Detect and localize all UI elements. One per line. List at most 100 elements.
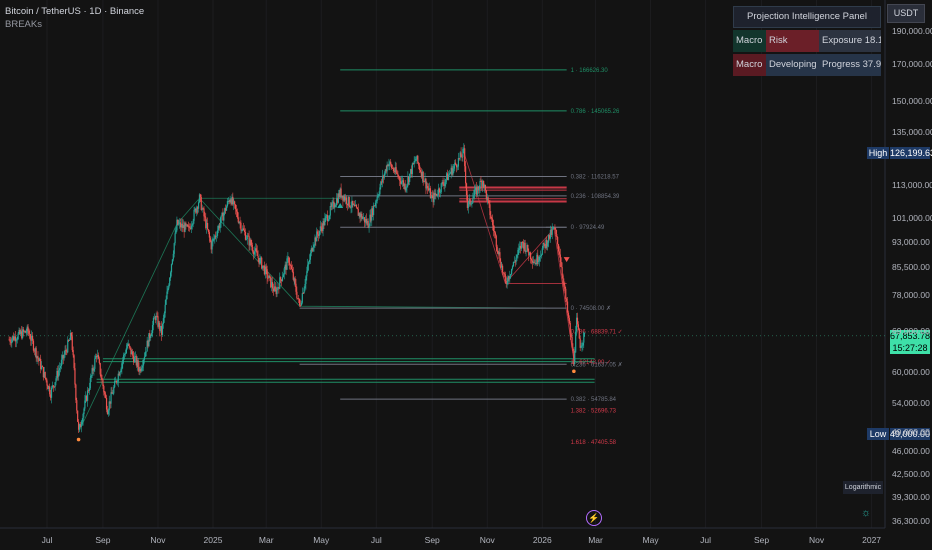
candle-body — [199, 194, 201, 198]
candle-body — [248, 235, 250, 246]
last-price: 67,853.78 — [890, 330, 931, 342]
candle-body — [368, 226, 370, 229]
candle-body — [154, 317, 156, 321]
candle-body — [138, 367, 140, 372]
candle-body — [416, 155, 418, 160]
y-tick-label: 60,000.00 — [892, 367, 930, 378]
candle-body — [280, 277, 282, 280]
candle-body — [444, 182, 446, 186]
candle-body — [121, 363, 123, 370]
candle-body — [310, 248, 312, 254]
candle-body — [559, 254, 561, 263]
candle-body — [204, 216, 206, 218]
candle-body — [243, 228, 245, 231]
fib-level-label: 1.382 · 52696.73 — [571, 409, 617, 415]
candle-body — [85, 395, 87, 401]
candle-body — [281, 277, 284, 282]
candle-body — [247, 235, 249, 237]
candle-body — [70, 332, 72, 337]
candle-body — [418, 165, 421, 170]
candle-body — [490, 215, 492, 219]
candle-body — [50, 387, 53, 398]
candle-body — [234, 201, 236, 205]
candle-body — [18, 330, 20, 334]
candle-body — [502, 272, 505, 274]
candle-body — [446, 173, 449, 181]
candle-body — [256, 251, 258, 256]
candle-body — [271, 282, 274, 289]
x-tick-label: Sep — [424, 535, 440, 545]
symbol-title[interactable]: Bitcoin / TetherUS · 1D · Binance — [5, 6, 145, 17]
candle-body — [338, 193, 340, 197]
candle-body — [49, 386, 51, 395]
y-tick-label: 170,000.00 — [892, 58, 932, 69]
candle-body — [125, 348, 127, 354]
indicator-name[interactable]: BREAKs — [5, 19, 42, 30]
candle-body — [309, 253, 312, 260]
candle-body — [514, 261, 516, 263]
logarithmic-toggle[interactable]: Logarithmic — [843, 481, 883, 494]
candle-body — [415, 159, 417, 161]
x-tick-label: Jul — [700, 535, 712, 545]
candle-body — [524, 242, 526, 252]
candle-body — [114, 381, 116, 388]
candle-body — [262, 265, 264, 269]
candle-body — [577, 324, 579, 330]
settings-icon[interactable]: ☼ — [860, 507, 872, 519]
candle-body — [135, 356, 137, 366]
candle-body — [90, 375, 92, 378]
candle-body — [463, 148, 465, 150]
candle-body — [127, 343, 129, 345]
candle-body — [382, 175, 384, 183]
candle-body — [34, 348, 36, 352]
candle-body — [123, 354, 126, 355]
candle-body — [341, 195, 343, 198]
candle-body — [299, 298, 301, 306]
x-tick-label: Jul — [370, 535, 382, 545]
candle-body — [300, 302, 303, 306]
candle-body — [503, 273, 506, 275]
high-label: High — [867, 147, 889, 159]
candle-body — [401, 180, 404, 182]
candle-body — [109, 401, 111, 404]
candle-body — [118, 373, 120, 376]
candle-body — [517, 249, 519, 256]
candle-body — [305, 276, 307, 284]
candle-body — [173, 243, 175, 254]
candle-body — [65, 350, 67, 351]
candle-body — [169, 277, 171, 286]
candle-body — [391, 168, 394, 169]
candle-body — [92, 368, 94, 371]
candle-body — [308, 259, 311, 263]
candle-body — [42, 367, 44, 378]
candle-body — [409, 173, 411, 182]
candle-body — [475, 187, 478, 195]
candle-body — [137, 360, 139, 368]
candle-body — [259, 258, 261, 264]
candle-body — [568, 317, 570, 324]
candle-body — [224, 208, 226, 214]
currency-badge[interactable]: USDT — [887, 4, 925, 23]
x-tick-label: Mar — [588, 535, 603, 545]
fib-level-label: 1.618 · 47405.58 — [571, 440, 617, 446]
candle-body — [480, 180, 482, 182]
candle-body — [142, 359, 145, 366]
candle-body — [80, 424, 82, 428]
candle-body — [145, 351, 147, 353]
candle-body — [442, 182, 444, 185]
fib-level-label: 0.786 · 145065.26 — [571, 109, 620, 115]
candle-body — [84, 400, 86, 409]
candle-body — [390, 161, 392, 165]
candle-body — [133, 357, 136, 363]
candle-body — [566, 301, 569, 313]
candle-body — [408, 177, 410, 182]
candle-body — [372, 205, 375, 216]
candle-body — [161, 323, 164, 335]
candle-body — [335, 205, 337, 207]
candle-body — [534, 262, 536, 264]
candle-body — [349, 206, 351, 208]
candle-body — [345, 197, 347, 201]
candle-body — [287, 257, 289, 259]
lightning-icon[interactable]: ⚡ — [586, 510, 602, 526]
